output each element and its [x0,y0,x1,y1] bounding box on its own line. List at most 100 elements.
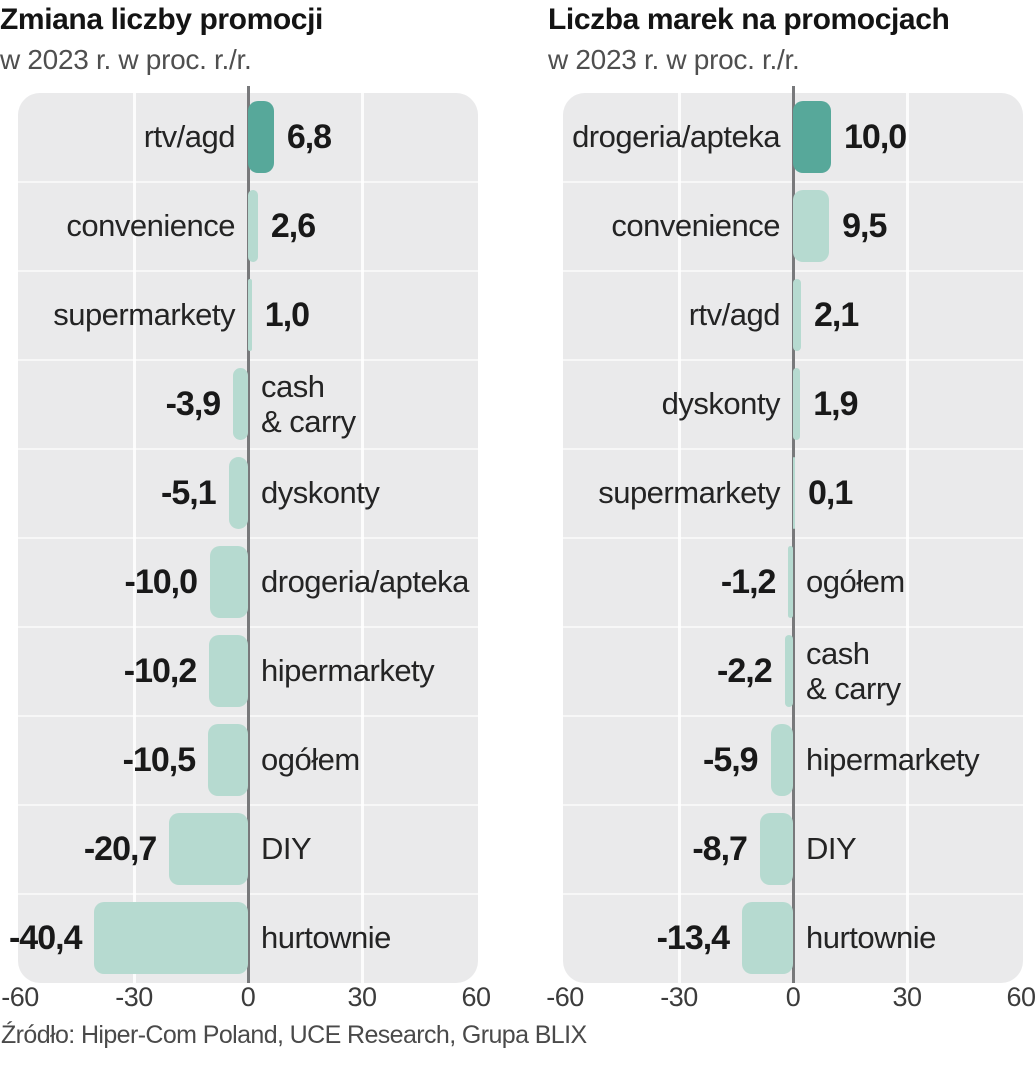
category-label: hipermarkety [261,653,435,689]
value-label: -5,9 [703,741,759,779]
bar [793,101,831,173]
value-label: 2,6 [270,207,316,245]
bar-row: -20,7 DIY [18,805,478,894]
category-label: convenience [611,208,780,244]
x-tick-label: 30 [347,982,377,1012]
bar-row: -10,5 ogółem [18,716,478,805]
bar-row: 6,8 rtv/agd [18,93,478,182]
value-label: 2,1 [813,296,859,334]
category-label: cash & carry [806,635,901,706]
bar [169,813,248,885]
value-label: 6,8 [286,118,332,156]
category-label: dyskonty [261,475,380,511]
bar-row: -5,9 hipermarkety [563,716,1023,805]
zero-axis-line [246,86,250,983]
source-note: Źródło: Hiper-Com Poland, UCE Research, … [1,1021,587,1049]
category-label: ogółem [806,564,905,600]
value-label: -5,1 [161,474,217,512]
value-label: 0,1 [808,474,853,512]
value-label: -20,7 [83,830,157,868]
bar-row: -1,2 ogółem [563,538,1023,627]
bar [248,101,274,173]
category-label: supermarkety [598,475,780,511]
bar-row: -40,4 hurtownie [9,894,478,983]
bar-row: 2,6 convenience [18,182,478,271]
category-label: drogeria/apteka [572,119,780,155]
value-label: -10,2 [123,652,197,690]
value-label: -2,2 [717,652,773,690]
x-tick-label: 60 [1006,982,1036,1012]
bar-row: -3,9 cash & carry [18,360,478,449]
category-label: drogeria/apteka [261,564,469,600]
bar [742,902,793,974]
value-label: -8,7 [692,830,748,868]
bar-row: 1,0 supermarkety [18,271,478,360]
right-plot-area: 10,0 drogeria/apteka 9,5 convenience 2,1 rtv/… [563,86,1023,983]
category-label: hurtownie [261,920,391,956]
bar-row: -10,2 hipermarkety [18,627,478,716]
category-label: convenience [66,208,235,244]
x-tick-label: -30 [660,982,698,1012]
bar-row: -10,0 drogeria/apteka [18,538,478,627]
x-tick-label: -30 [115,982,153,1012]
bar [248,279,252,351]
bar [793,368,801,440]
x-tick-label: 0 [785,982,801,1012]
bar [770,724,793,796]
category-label: rtv/agd [688,297,781,333]
left-chart-subtitle: w 2023 r. w proc. r./r. [0,43,252,75]
bar-row: -13,4 hurtownie [563,894,1023,983]
x-tick-label: -60 [1,982,39,1012]
category-label: DIY [261,831,312,867]
right-chart-title: Liczba marek na promocjach [548,3,950,36]
bar [94,902,248,974]
category-label: dyskonty [661,386,781,422]
bar [793,190,830,262]
value-label: 1,0 [264,296,310,334]
bar [233,368,248,440]
value-label: -3,9 [165,385,222,423]
category-label: hipermarkety [806,742,980,778]
bar [209,635,248,707]
bar [210,546,248,618]
value-label: -1,2 [720,563,777,601]
bar [228,457,248,529]
bar-row: 0,1 supermarkety [563,449,1023,538]
value-label: 10,0 [844,118,907,156]
right-chart-header: Liczba marek na promocjach w 2023 r. w p… [548,3,950,76]
category-label: hurtownie [806,920,936,956]
bar-row: 2,1 rtv/agd [563,271,1023,360]
bar-row: -5,1 dyskonty [18,449,478,538]
bar [793,457,795,529]
left-plot-area: 6,8 rtv/agd 2,6 convenience 1,0 supermarkety -… [9,86,478,983]
bar [248,190,258,262]
value-label: -40,4 [8,919,82,957]
left-chart-title: Zmiana liczby promocji [0,3,323,36]
value-label: -10,5 [122,741,196,779]
category-label: cash & carry [261,368,356,439]
value-label: 1,9 [813,385,858,423]
category-label: ogółem [261,742,360,778]
right-chart-subtitle: w 2023 r. w proc. r./r. [548,43,800,75]
bar-row: -2,2 cash & carry [563,627,1023,716]
category-label: supermarkety [53,297,235,333]
bar [784,635,793,707]
right-x-axis: -60 -30 0 30 60 [546,982,1036,1016]
bar-row: 1,9 dyskonty [563,360,1023,449]
left-chart-header: Zmiana liczby promocji w 2023 r. w proc.… [0,3,323,76]
value-label: -10,0 [124,563,198,601]
x-tick-label: 30 [892,982,922,1012]
zero-axis-line [791,86,795,983]
bar [759,813,793,885]
bar-row: 9,5 convenience [563,182,1023,271]
category-label: DIY [806,831,857,867]
bar [788,546,793,618]
bar [208,724,248,796]
value-label: -13,4 [656,919,730,957]
left-x-axis: -60 -30 0 30 60 [1,982,491,1016]
x-tick-label: -60 [546,982,584,1012]
value-label: 9,5 [842,207,887,245]
category-label: rtv/agd [143,119,236,155]
bar-row: -8,7 DIY [563,805,1023,894]
